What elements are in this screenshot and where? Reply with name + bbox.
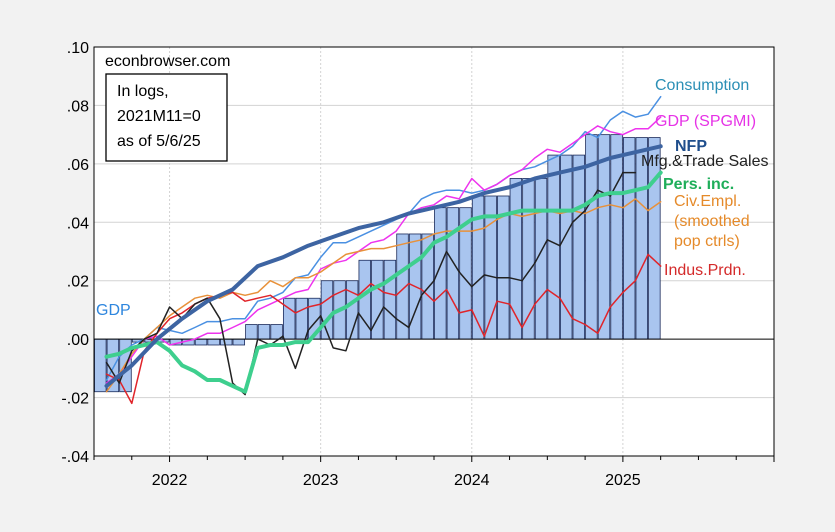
gdp-bar	[610, 134, 623, 340]
y-tick-label: .08	[67, 98, 89, 115]
gdp-bar	[295, 297, 308, 340]
source-note: econbrowser.com	[105, 53, 230, 70]
y-tick-label: -.02	[61, 391, 89, 408]
gdp-bar	[560, 154, 573, 340]
y-tick-label: .04	[67, 215, 89, 232]
label-consumption: Consumption	[655, 77, 749, 94]
y-tick-label: .06	[67, 157, 89, 174]
gdp-bar	[207, 338, 220, 346]
gdp-bar	[572, 154, 586, 340]
x-tick-label: 2022	[152, 472, 188, 489]
label-gdp-spgmi: GDP (SPGMI)	[655, 113, 756, 130]
gdp-bar	[232, 338, 246, 346]
gdp-bar	[383, 259, 397, 340]
note-line-3: as of 5/6/25	[117, 133, 201, 150]
y-tick-label: .02	[67, 274, 89, 291]
series-line-nfp	[104, 144, 663, 388]
gdp-bar	[220, 338, 233, 346]
gdp-bars	[94, 134, 661, 393]
y-tick-label: .10	[67, 40, 89, 57]
note-line-1: In logs,	[117, 83, 169, 100]
series-line-consumption	[105, 95, 662, 381]
gdp-bar	[282, 297, 296, 340]
x-axis: 2022 2023 2024 2025	[93, 456, 775, 489]
series-line-pers-inc	[104, 170, 663, 394]
series-lines	[104, 95, 663, 405]
label-gdp: GDP	[96, 302, 131, 319]
x-tick-label: 2025	[605, 472, 641, 489]
gdp-bar	[597, 134, 611, 340]
label-nfp: NFP	[675, 138, 707, 155]
label-indus-prdn: Indus.Prdn.	[664, 262, 746, 279]
gdp-bar	[245, 324, 258, 340]
gdp-bar	[434, 207, 447, 340]
x-tick-label: 2023	[303, 472, 339, 489]
note-box	[105, 73, 228, 162]
x-tick-label: 2024	[454, 472, 490, 489]
y-tick-label: .00	[67, 332, 89, 349]
series-line-gdp-spgmi	[105, 116, 662, 384]
label-mfg-trade-sales: Mfg.&Trade Sales	[641, 153, 768, 170]
y-tick-label: -.04	[61, 449, 89, 466]
gdp-bar	[257, 324, 271, 340]
gdp-bar	[547, 154, 560, 340]
gdp-bar	[622, 137, 636, 340]
gdp-bar	[194, 338, 208, 346]
label-pers-inc: Pers. inc.	[663, 176, 734, 193]
y-axis: -.04 -.02 .00 .02 .04 .06 .08 .10	[61, 40, 89, 466]
gdp-bar	[94, 338, 107, 393]
series-line-mfg-trade-sales	[105, 171, 637, 396]
label-civ-empl: Civ.Empl. (smoothed pop ctrls)	[674, 193, 754, 250]
note-line-2: 2021M11=0	[117, 108, 201, 125]
